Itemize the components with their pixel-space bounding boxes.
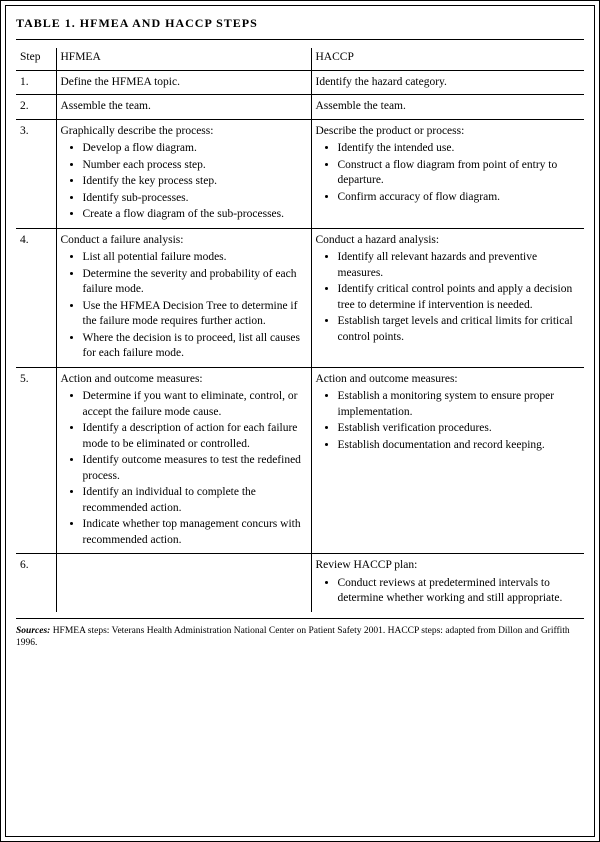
haccp-cell-lead: Review HACCP plan:	[316, 558, 581, 574]
table-row: 5.Action and outcome measures:Determine …	[16, 367, 584, 554]
bullet-item: Identify sub-processes.	[83, 191, 307, 207]
sources-label: Sources:	[16, 626, 50, 636]
hfmea-cell	[56, 554, 311, 612]
haccp-cell-bullets: Conduct reviews at predetermined interva…	[316, 576, 581, 607]
step-cell: 6.	[16, 554, 56, 612]
step-cell: 4.	[16, 228, 56, 367]
table-title: TABLE 1. HFMEA AND HACCP STEPS	[16, 16, 584, 40]
haccp-cell-bullets: Establish a monitoring system to ensure …	[316, 389, 581, 453]
bullet-item: Identify a description of action for eac…	[83, 421, 307, 452]
outer-frame: TABLE 1. HFMEA AND HACCP STEPS Step HFME…	[0, 0, 600, 842]
hfmea-cell-lead: Define the HFMEA topic.	[61, 75, 307, 91]
hfmea-cell: Define the HFMEA topic.	[56, 70, 311, 95]
haccp-cell: Describe the product or process:Identify…	[311, 119, 584, 228]
haccp-cell-lead: Assemble the team.	[316, 99, 581, 115]
hfmea-cell-lead: Graphically describe the process:	[61, 124, 307, 140]
bullet-item: Develop a flow diagram.	[83, 141, 307, 157]
bullet-item: Establish documentation and record keepi…	[338, 438, 581, 454]
haccp-cell: Conduct a hazard analysis:Identify all r…	[311, 228, 584, 367]
bullet-item: Indicate whether top management concurs …	[83, 517, 307, 548]
bullet-item: List all potential failure modes.	[83, 250, 307, 266]
hfmea-cell-lead: Conduct a failure analysis:	[61, 233, 307, 249]
bullet-item: Use the HFMEA Decision Tree to determine…	[83, 299, 307, 330]
step-cell: 3.	[16, 119, 56, 228]
bullet-item: Establish target levels and critical lim…	[338, 314, 581, 345]
bullet-item: Identify the key process step.	[83, 174, 307, 190]
haccp-cell-lead: Conduct a hazard analysis:	[316, 233, 581, 249]
comparison-table: Step HFMEA HACCP 1. Define the HFMEA topi…	[16, 48, 584, 612]
haccp-cell: Review HACCP plan: Conduct reviews at pre…	[311, 554, 584, 612]
haccp-cell: Action and outcome measures:Establish a …	[311, 367, 584, 554]
haccp-cell: Assemble the team.	[311, 95, 584, 120]
table-row: 2. Assemble the team. Assemble the team.	[16, 95, 584, 120]
bullet-item: Identify the intended use.	[338, 141, 581, 157]
hfmea-cell: Conduct a failure analysis:List all pote…	[56, 228, 311, 367]
bullet-item: Conduct reviews at predetermined interva…	[338, 576, 581, 607]
haccp-cell-lead: Identify the hazard category.	[316, 75, 581, 91]
hfmea-cell-bullets: List all potential failure modes.Determi…	[61, 250, 307, 362]
haccp-cell-bullets: Identify all relevant hazards and preven…	[316, 250, 581, 345]
col-step: Step	[16, 48, 56, 70]
step-cell: 1.	[16, 70, 56, 95]
table-row: 1. Define the HFMEA topic. Identify the ha…	[16, 70, 584, 95]
bullet-item: Where the decision is to proceed, list a…	[83, 331, 307, 362]
col-haccp: HACCP	[311, 48, 584, 70]
bullet-item: Identify outcome measures to test the re…	[83, 453, 307, 484]
hfmea-cell-lead: Action and outcome measures:	[61, 372, 307, 388]
table-row: 3.Graphically describe the process:Devel…	[16, 119, 584, 228]
hfmea-cell-bullets: Determine if you want to eliminate, cont…	[61, 389, 307, 548]
hfmea-cell: Graphically describe the process:Develop…	[56, 119, 311, 228]
inner-frame: TABLE 1. HFMEA AND HACCP STEPS Step HFME…	[5, 5, 595, 837]
step-cell: 5.	[16, 367, 56, 554]
haccp-cell-lead: Describe the product or process:	[316, 124, 581, 140]
table-row: 4.Conduct a failure analysis:List all po…	[16, 228, 584, 367]
bullet-item: Identify all relevant hazards and preven…	[338, 250, 581, 281]
bullet-item: Number each process step.	[83, 158, 307, 174]
bullet-item: Identify critical control points and app…	[338, 282, 581, 313]
haccp-cell: Identify the hazard category.	[311, 70, 584, 95]
bullet-item: Establish verification procedures.	[338, 421, 581, 437]
hfmea-cell-lead: Assemble the team.	[61, 99, 307, 115]
bullet-item: Determine if you want to eliminate, cont…	[83, 389, 307, 420]
hfmea-cell: Assemble the team.	[56, 95, 311, 120]
step-cell: 2.	[16, 95, 56, 120]
hfmea-cell-bullets: Develop a flow diagram.Number each proce…	[61, 141, 307, 223]
col-hfmea: HFMEA	[56, 48, 311, 70]
sources-note: Sources: HFMEA steps: Veterans Health Ad…	[16, 618, 584, 650]
bullet-item: Establish a monitoring system to ensure …	[338, 389, 581, 420]
bullet-item: Create a flow diagram of the sub-process…	[83, 207, 307, 223]
haccp-cell-bullets: Identify the intended use.Construct a fl…	[316, 141, 581, 205]
haccp-cell-lead: Action and outcome measures:	[316, 372, 581, 388]
bullet-item: Confirm accuracy of flow diagram.	[338, 190, 581, 206]
bullet-item: Determine the severity and probability o…	[83, 267, 307, 298]
bullet-item: Construct a flow diagram from point of e…	[338, 158, 581, 189]
sources-text: HFMEA steps: Veterans Health Administrat…	[16, 626, 570, 648]
table-header-row: Step HFMEA HACCP	[16, 48, 584, 70]
table-row: 6. Review HACCP plan: Conduct reviews at p…	[16, 554, 584, 612]
hfmea-cell: Action and outcome measures:Determine if…	[56, 367, 311, 554]
bullet-item: Identify an individual to complete the r…	[83, 485, 307, 516]
